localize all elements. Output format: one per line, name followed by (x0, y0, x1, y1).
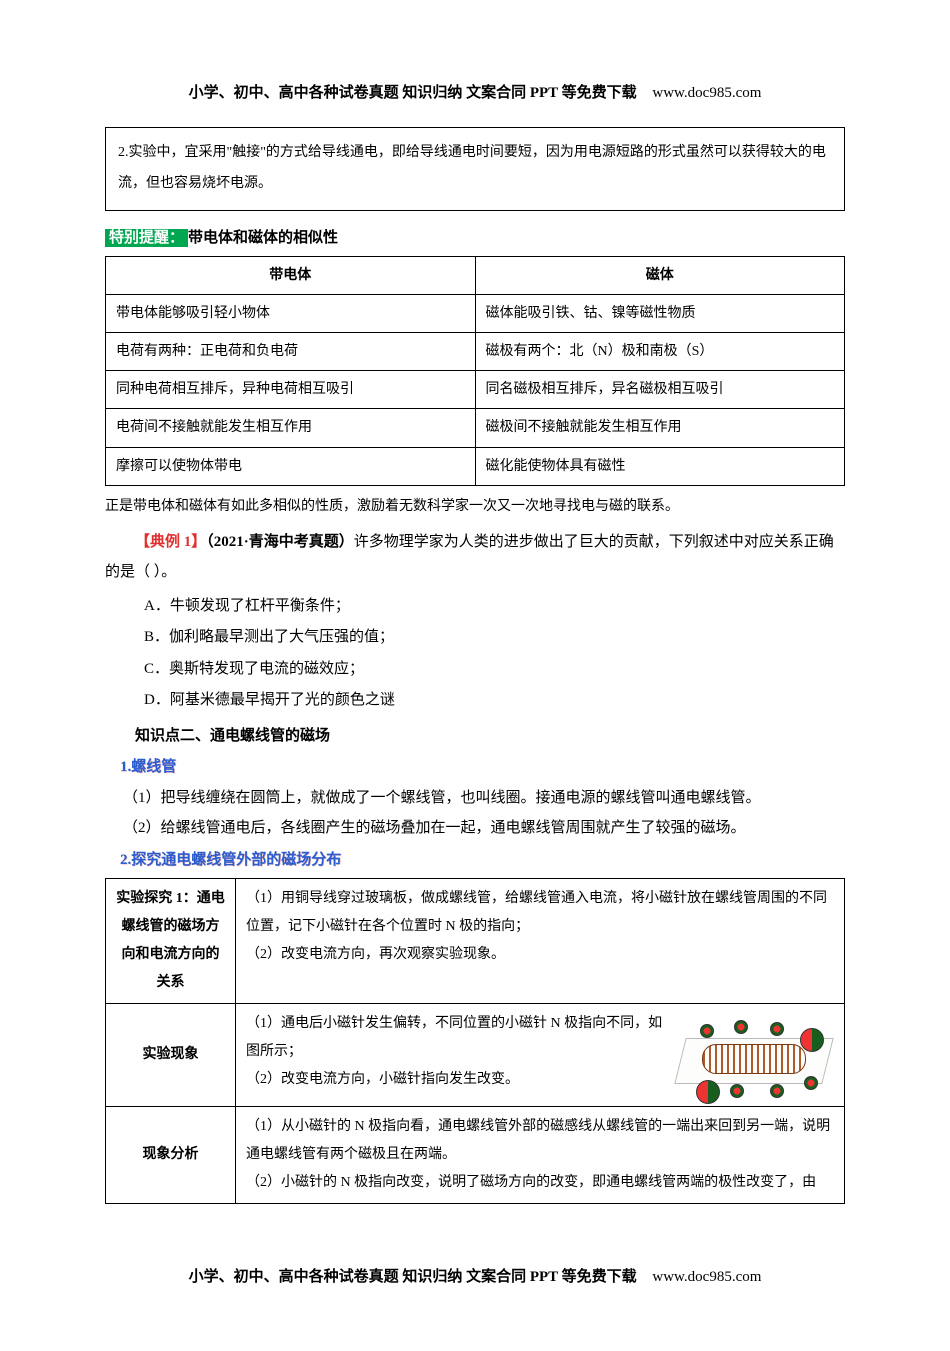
header-url: www.doc985.com (652, 85, 761, 101)
exp-row-label: 现象分析 (106, 1106, 236, 1203)
exp-row-content: （1）用铜导线穿过玻璃板，做成螺线管，给螺线管通入电流，将小磁针放在螺线管周围的… (236, 878, 845, 1003)
note-box: 2.实验中，宜采用"触接"的方式给导线通电，即给导线通电时间要短，因为用电源短路… (105, 127, 845, 211)
special-tag: 特别提醒： (105, 229, 188, 247)
table-row: 同种电荷相互排斥，异种电荷相互吸引同名磁极相互排斥，异名磁极相互吸引 (106, 371, 845, 409)
subheading-solenoid: 1.螺线管 (120, 754, 845, 781)
page-header: 小学、初中、高中各种试卷真题 知识归纳 文案合同 PPT 等免费下载 www.d… (105, 80, 845, 107)
footer-text: 小学、初中、高中各种试卷真题 知识归纳 文案合同 PPT 等免费下载 (189, 1269, 637, 1285)
table-row: 现象分析 （1）从小磁针的 N 极指向看，通电螺线管外部的磁感线从螺线管的一端出… (106, 1106, 845, 1203)
section-heading-2: 知识点二、通电螺线管的磁场 (135, 723, 845, 750)
example-stem-line: 【典例 1】（2021·青海中考真题）许多物理学家为人类的进步做出了巨大的贡献，… (105, 527, 845, 587)
option-b: B．伽利略最早测出了大气压强的值； (144, 622, 845, 654)
table-header-left: 带电体 (106, 256, 476, 294)
special-title: 带电体和磁体的相似性 (188, 230, 338, 246)
similarity-table: 带电体 磁体 带电体能够吸引轻小物体磁体能吸引铁、钴、镍等磁性物质 电荷有两种：… (105, 256, 845, 486)
exp-row-label: 实验现象 (106, 1003, 236, 1106)
table-row: 摩擦可以使物体带电磁化能使物体具有磁性 (106, 447, 845, 485)
example-label: 【典例 1】 (135, 534, 206, 550)
example-source: （2021·青海中考真题） (206, 534, 354, 550)
option-a: A．牛顿发现了杠杆平衡条件； (144, 591, 845, 623)
subheading-explore: 2.探究通电螺线管外部的磁场分布 (120, 847, 845, 874)
table-row: 带电体能够吸引轻小物体磁体能吸引铁、钴、镍等磁性物质 (106, 294, 845, 332)
option-c: C．奥斯特发现了电流的磁效应； (144, 654, 845, 686)
table-row: 实验探究 1：通电螺线管的磁场方向和电流方向的关系 （1）用铜导线穿过玻璃板，做… (106, 878, 845, 1003)
header-text: 小学、初中、高中各种试卷真题 知识归纳 文案合同 PPT 等免费下载 (189, 85, 637, 101)
body-line: （2）给螺线管通电后，各线圈产生的磁场叠加在一起，通电螺线管周围就产生了较强的磁… (123, 813, 845, 843)
option-d: D．阿基米德最早揭开了光的颜色之谜 (144, 685, 845, 717)
footer-url: www.doc985.com (652, 1269, 761, 1285)
table-row: 电荷有两种：正电荷和负电荷磁极有两个：北（N）极和南极（S） (106, 332, 845, 370)
table-row: 实验现象 （1）通电后小磁针发生偏转，不同位置的小磁针 N 极指向不同，如图所示… (106, 1003, 845, 1106)
solenoid-illustration (674, 1010, 834, 1100)
exp-row-text: （1）通电后小磁针发生偏转，不同位置的小磁针 N 极指向不同，如图所示； （2）… (246, 1016, 662, 1087)
body-line: （1）把导线缠绕在圆筒上，就做成了一个螺线管，也叫线圈。接通电源的螺线管叫通电螺… (123, 783, 845, 813)
page-footer: 小学、初中、高中各种试卷真题 知识归纳 文案合同 PPT 等免费下载 www.d… (105, 1264, 845, 1291)
exp-row-content: （1）通电后小磁针发生偏转，不同位置的小磁针 N 极指向不同，如图所示； （2）… (236, 1003, 845, 1106)
special-reminder-line: 特别提醒：带电体和磁体的相似性 (105, 225, 845, 252)
experiment-table: 实验探究 1：通电螺线管的磁场方向和电流方向的关系 （1）用铜导线穿过玻璃板，做… (105, 878, 845, 1204)
table-row: 电荷间不接触就能发生相互作用磁极间不接触就能发生相互作用 (106, 409, 845, 447)
exp-row-content: （1）从小磁针的 N 极指向看，通电螺线管外部的磁感线从螺线管的一端出来回到另一… (236, 1106, 845, 1203)
table-header-right: 磁体 (475, 256, 845, 294)
exp-row-label: 实验探究 1：通电螺线管的磁场方向和电流方向的关系 (106, 878, 236, 1003)
after-table-text: 正是带电体和磁体有如此多相似的性质，激励着无数科学家一次又一次地寻找电与磁的联系… (105, 494, 845, 519)
